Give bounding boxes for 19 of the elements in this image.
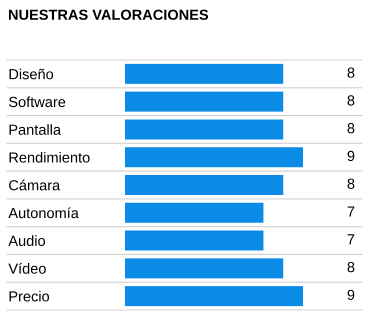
data-label: 7: [348, 206, 354, 217]
y-tick-label: Rendimiento: [10, 152, 90, 163]
y-tick-label: Autonomía: [8, 207, 79, 218]
y-tick-label: Precio: [10, 290, 50, 302]
chart-title: NUESTRAS VALORACIONES: [8, 10, 208, 20]
y-tick-label: Diseño: [10, 68, 54, 80]
data-label: 8: [348, 67, 354, 78]
y-tick-label: Audio: [8, 235, 46, 246]
data-label: 8: [348, 123, 354, 134]
data-label: 8: [348, 95, 354, 106]
y-tick-label: Vídeo: [8, 262, 46, 274]
data-label: 8: [348, 262, 354, 272]
data-label: 9: [348, 290, 354, 300]
y-tick-label: Cámara: [9, 180, 60, 190]
y-tick-label: Software: [8, 96, 66, 108]
data-label: 8: [348, 178, 354, 189]
data-label: 9: [348, 150, 354, 162]
y-tick-label: Pantalla: [10, 124, 62, 135]
data-label: 7: [348, 234, 354, 244]
